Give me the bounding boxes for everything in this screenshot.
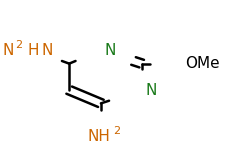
Text: N: N <box>42 43 53 58</box>
Text: 2: 2 <box>15 40 22 50</box>
Text: N: N <box>104 43 116 58</box>
Text: OMe: OMe <box>185 56 219 71</box>
Text: H: H <box>27 43 39 58</box>
Text: NH: NH <box>87 129 110 144</box>
Text: N: N <box>145 83 156 98</box>
Text: N: N <box>2 43 14 58</box>
Text: 2: 2 <box>113 126 120 136</box>
